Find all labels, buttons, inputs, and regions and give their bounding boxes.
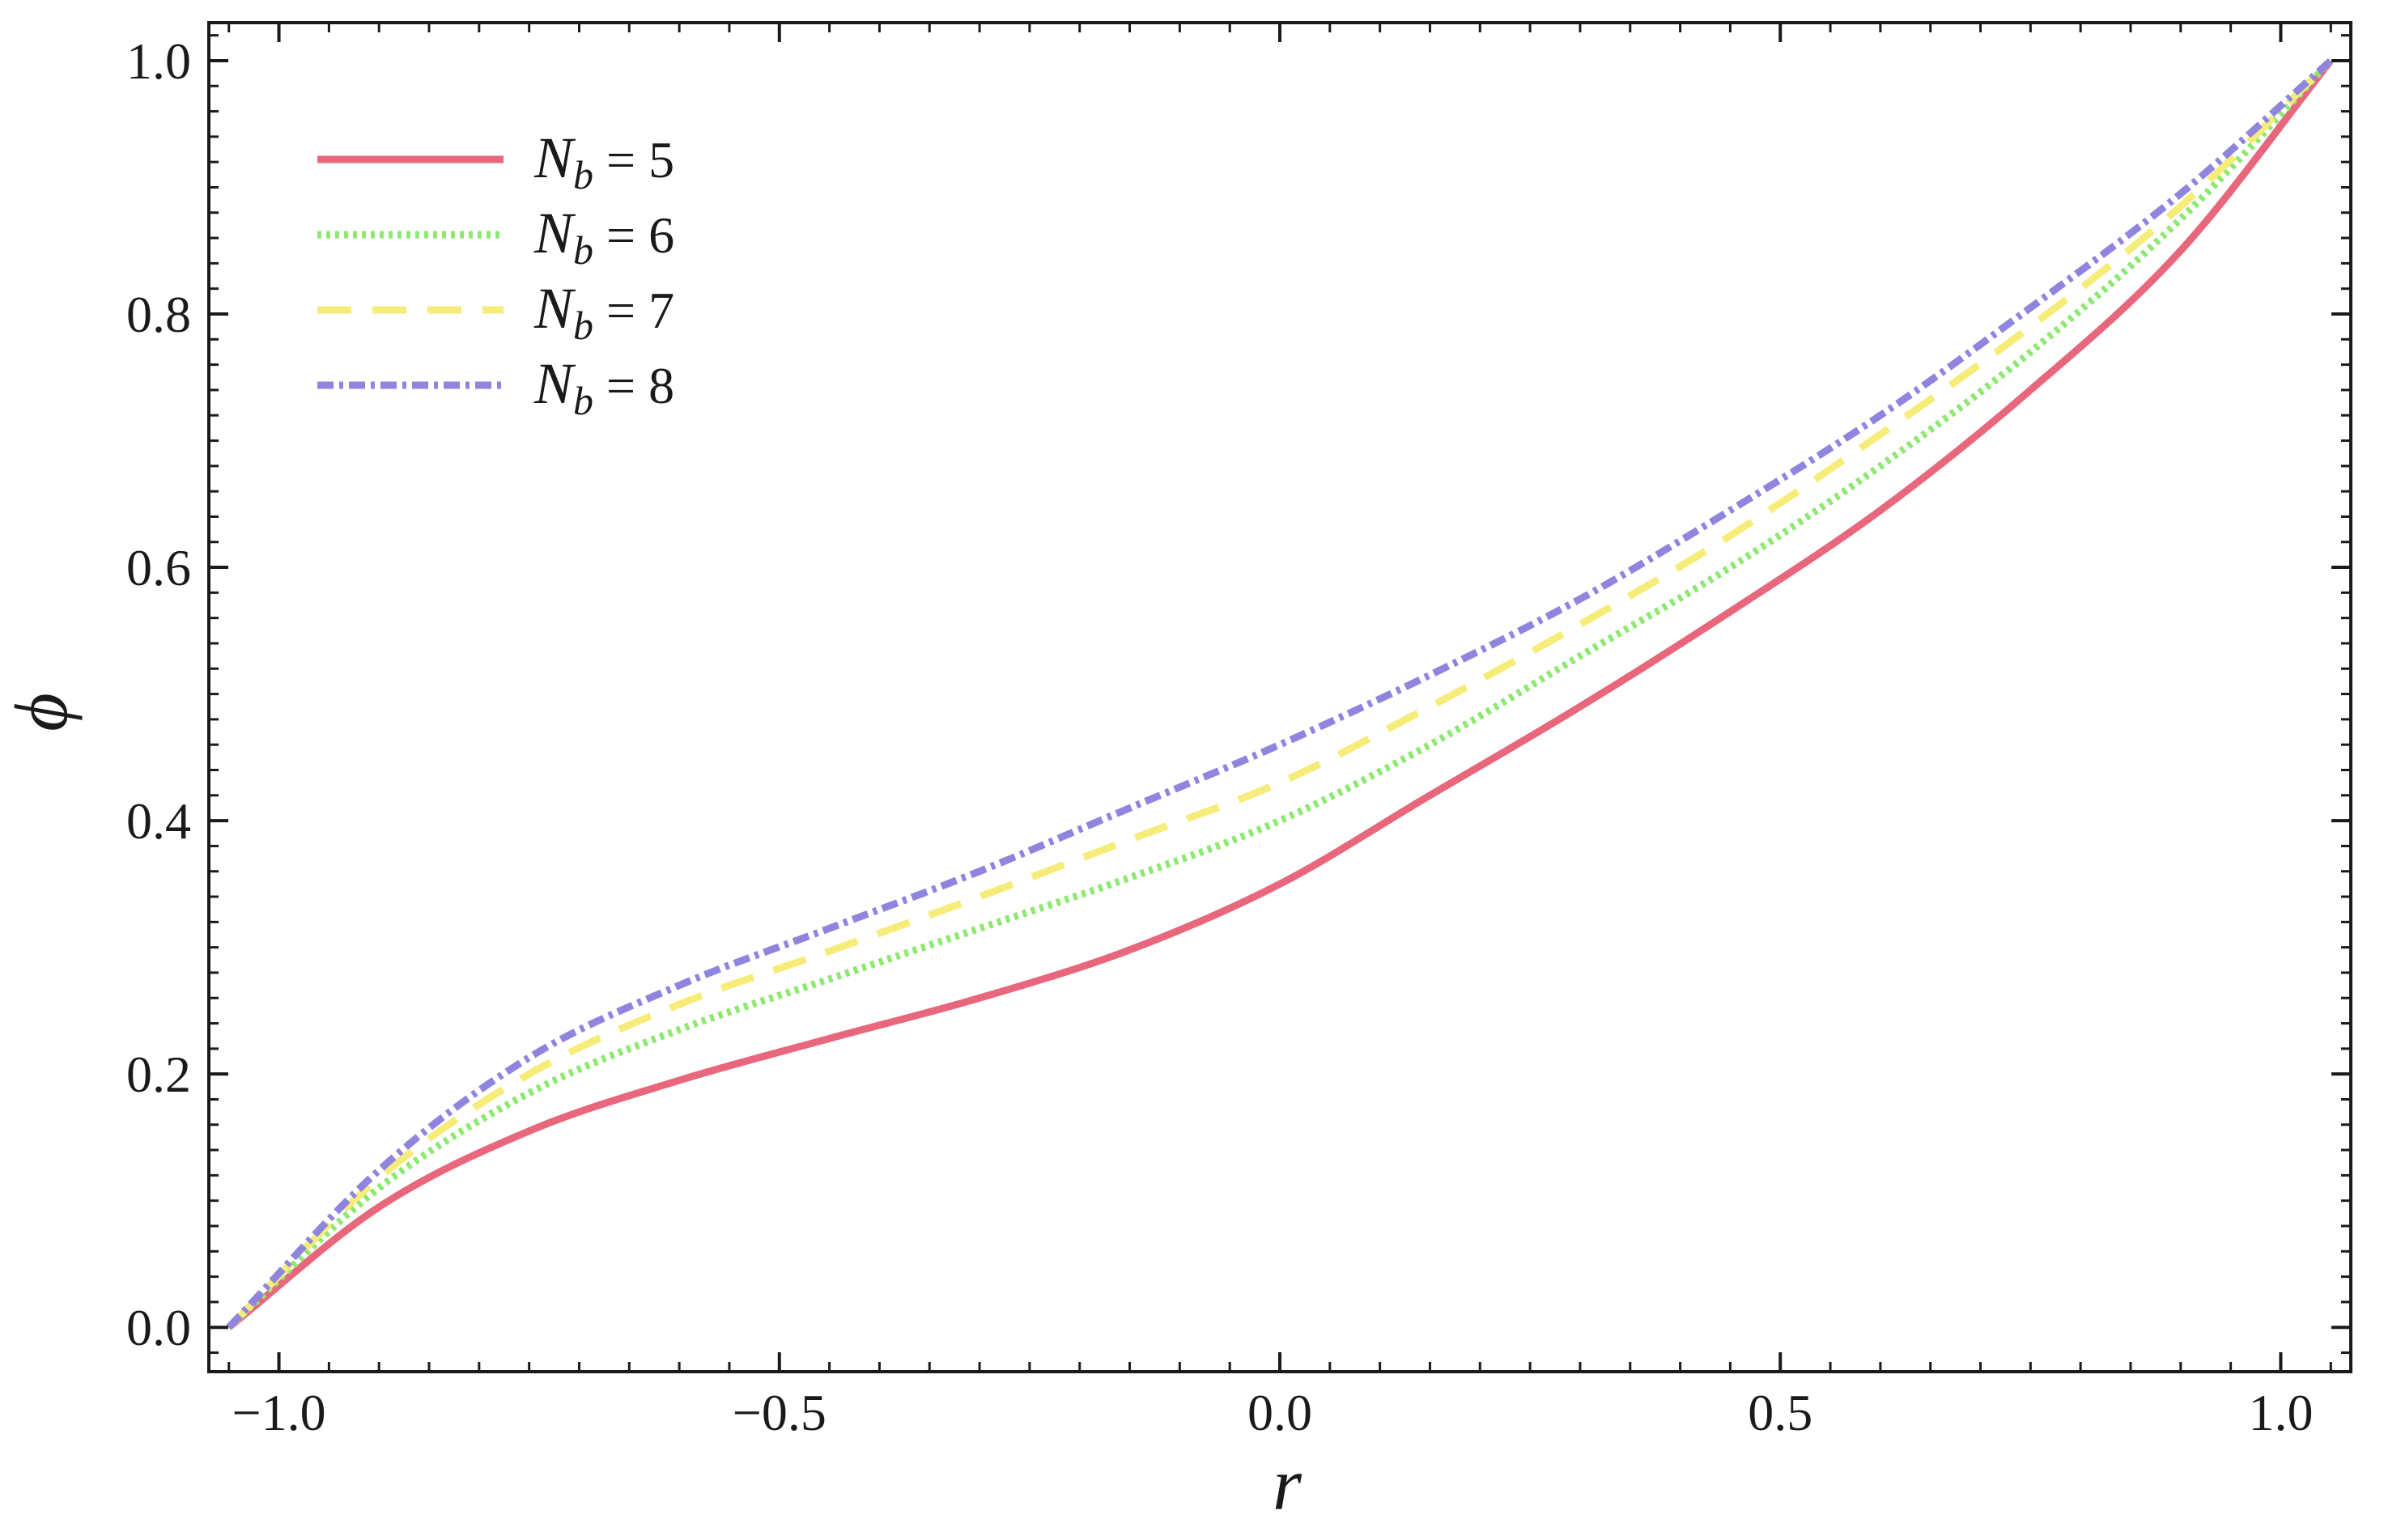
axis-ticks	[209, 23, 2351, 1372]
plot-curves	[226, 57, 2334, 1330]
x-tick-labels: −1.0 −0.5 0.0 0.5 1.0	[232, 1384, 2314, 1441]
y-axis-title: ϕ	[0, 693, 83, 732]
y-tick-label: 0.2	[126, 1046, 191, 1103]
series-line-1	[226, 58, 2334, 1330]
y-tick-label: 1.0	[126, 32, 191, 90]
x-tick-label: 0.0	[1247, 1384, 1312, 1441]
y-tick-label: 0.4	[126, 792, 191, 850]
legend-label: Nb = 5	[533, 125, 674, 197]
series-line-4	[226, 57, 2334, 1330]
legend-entry-4: Nb = 8	[317, 351, 674, 423]
legend-entry-3: Nb = 7	[317, 276, 674, 348]
y-tick-label: 0.8	[126, 286, 191, 343]
x-axis-title: r	[1273, 1443, 1302, 1525]
plot-frame	[207, 21, 2352, 1373]
x-tick-label: 1.0	[2248, 1384, 2313, 1441]
y-tick-label: 0.6	[126, 539, 191, 596]
x-tick-label: 0.5	[1748, 1384, 1812, 1441]
legend-label: Nb = 8	[533, 351, 674, 423]
y-tick-labels: 0.0 0.2 0.4 0.6 0.8 1.0	[126, 32, 191, 1356]
series-line-2	[226, 57, 2334, 1330]
legend-entry-1: Nb = 5	[317, 125, 674, 197]
plot-border	[207, 21, 2352, 1373]
legend-label: Nb = 7	[533, 276, 674, 348]
x-tick-label: −0.5	[733, 1384, 827, 1441]
legend: Nb = 5Nb = 6Nb = 7Nb = 8	[317, 125, 674, 423]
x-tick-label: −1.0	[232, 1384, 326, 1441]
legend-label: Nb = 6	[533, 201, 674, 273]
y-tick-label: 0.0	[126, 1299, 191, 1356]
legend-entry-2: Nb = 6	[317, 201, 674, 273]
series-line-3	[226, 57, 2334, 1330]
